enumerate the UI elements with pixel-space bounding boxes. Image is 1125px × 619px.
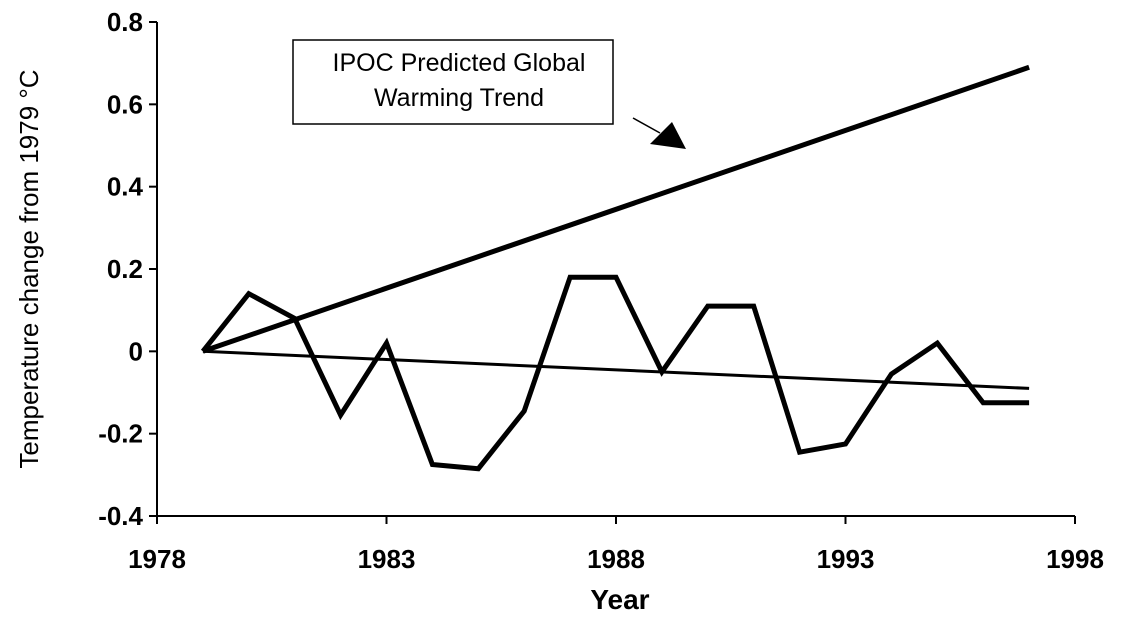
series-line-predicted-trend (202, 64, 1030, 354)
annotation-arrow-shaft (632, 117, 661, 134)
y-axis-ticks: 0.8 0.6 0.4 0.2 0 -0.2 -0.4 (98, 7, 157, 531)
y-tick-label: 0 (129, 336, 143, 366)
series-line-observed (200, 274, 1030, 472)
series-group (200, 64, 1030, 472)
annotation-line-2: Warming Trend (374, 84, 544, 112)
x-tick-label: 1988 (587, 544, 645, 574)
annotation-arrow-head (650, 122, 686, 149)
y-tick-label: 0.2 (107, 254, 143, 284)
x-tick-label: 1998 (1046, 544, 1104, 574)
y-tick-label: 0.4 (107, 172, 144, 202)
x-tick-label: 1983 (358, 544, 416, 574)
series-line-observed-trend (202, 349, 1030, 390)
y-tick-label: 0.8 (107, 7, 143, 37)
x-axis-title: Year (590, 584, 649, 615)
y-tick-label: 0.6 (107, 89, 143, 119)
annotation-line-1: IPOC Predicted Global (333, 49, 586, 77)
x-tick-label: 1978 (128, 544, 186, 574)
y-axis-title: Temperature change from 1979 °C (14, 69, 44, 468)
y-tick-label: -0.4 (98, 501, 143, 531)
annotation-box (292, 39, 614, 125)
annotation: IPOC Predicted Global Warming Trend (292, 39, 686, 149)
x-axis-ticks: 1978 1983 1988 1993 1998 (128, 516, 1104, 574)
y-tick-label: -0.2 (98, 419, 143, 449)
x-tick-label: 1993 (817, 544, 875, 574)
